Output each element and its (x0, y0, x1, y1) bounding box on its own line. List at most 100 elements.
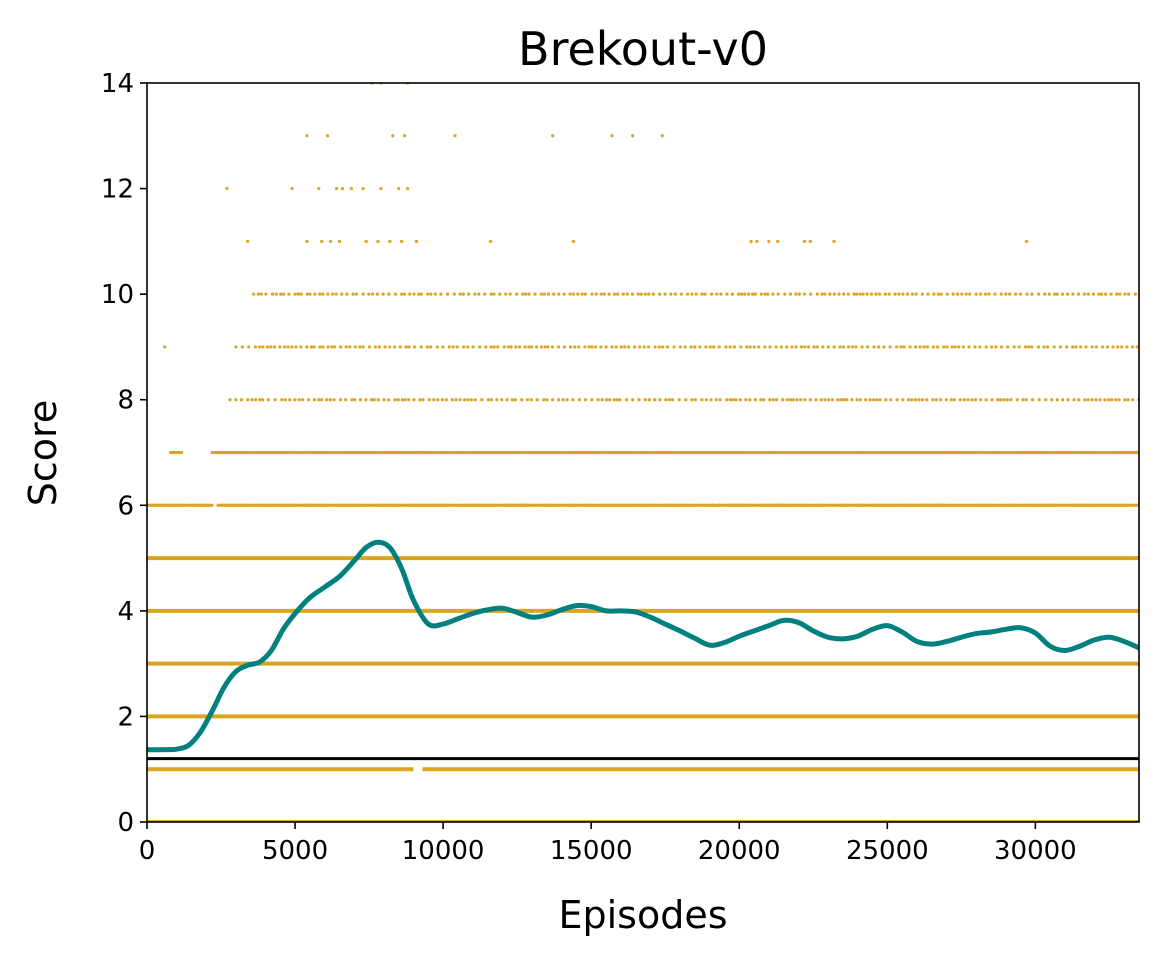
score-point (514, 345, 518, 349)
score-point (376, 239, 380, 243)
score-point (557, 398, 561, 402)
score-point (258, 398, 262, 402)
score-point (369, 398, 374, 402)
score-point (556, 345, 561, 349)
score-point (539, 292, 543, 296)
score-point (984, 345, 988, 349)
score-point (513, 398, 517, 402)
score-point (506, 345, 511, 349)
score-point (850, 345, 855, 349)
score-point (340, 186, 345, 191)
score-point (546, 345, 550, 349)
score-point (647, 398, 651, 402)
score-point (779, 345, 784, 349)
score-point (942, 345, 946, 349)
score-point (755, 239, 759, 243)
score-point (1036, 345, 1041, 349)
score-point (1125, 345, 1129, 349)
score-point (391, 134, 395, 138)
score-point (1005, 398, 1009, 402)
score-point (596, 398, 600, 402)
score-point (619, 345, 623, 349)
score-point (496, 345, 500, 349)
score-point (234, 398, 238, 402)
score-point (951, 292, 955, 296)
score-point (815, 345, 819, 349)
score-point (458, 292, 462, 296)
y-tick-label: 2 (117, 702, 134, 732)
score-point (502, 345, 506, 349)
score-point (1024, 239, 1029, 243)
score-point (287, 292, 291, 296)
score-point (821, 345, 825, 349)
score-point (1004, 292, 1008, 296)
score-point (269, 345, 273, 349)
score-point (545, 398, 549, 402)
score-point (425, 345, 429, 349)
score-point (1079, 345, 1083, 349)
score-point (899, 345, 903, 349)
score-point (852, 292, 856, 296)
score-point (725, 292, 729, 296)
score-point (1109, 292, 1113, 296)
score-point (301, 398, 305, 402)
score-point (771, 292, 775, 296)
score-point (775, 398, 779, 402)
score-point (530, 345, 534, 349)
score-point (776, 292, 780, 296)
score-point (490, 398, 494, 402)
score-point (447, 345, 451, 349)
score-point (455, 345, 459, 349)
score-point (738, 398, 742, 402)
score-point (875, 398, 879, 402)
score-point (387, 292, 391, 296)
score-point (953, 345, 957, 349)
score-point (439, 292, 443, 296)
score-point (333, 345, 337, 349)
score-point (996, 398, 1000, 402)
score-point (1027, 345, 1031, 349)
score-point (608, 398, 612, 402)
score-point (397, 186, 401, 191)
score-point (715, 292, 719, 296)
score-point (1055, 292, 1059, 296)
score-point (1123, 292, 1127, 296)
score-point (914, 292, 918, 296)
score-point (999, 398, 1003, 402)
score-point (280, 398, 284, 402)
score-point (1060, 292, 1065, 296)
score-point (728, 345, 732, 349)
score-point (377, 345, 381, 349)
score-point (939, 398, 943, 402)
score-point (1107, 398, 1111, 402)
score-point (633, 345, 637, 349)
score-point (274, 292, 278, 296)
score-point (871, 398, 876, 402)
score-point (883, 292, 888, 296)
score-point (612, 292, 617, 296)
score-point (266, 398, 270, 402)
score-point (398, 345, 402, 349)
score-point (520, 398, 524, 402)
score-point (694, 292, 698, 296)
score-point (1117, 398, 1121, 402)
score-point (983, 292, 988, 296)
score-point (748, 345, 752, 349)
score-point (624, 398, 629, 402)
x-axis-label: Episodes (558, 893, 727, 937)
score-point (599, 292, 603, 296)
score-point (1058, 345, 1063, 349)
score-point (768, 345, 772, 349)
score-point (225, 186, 229, 191)
score-point (897, 292, 901, 296)
score-point (551, 134, 555, 138)
score-point (974, 398, 978, 402)
score-point (788, 398, 793, 402)
x-tick-label: 0 (139, 836, 156, 866)
score-point (827, 398, 831, 402)
score-point (783, 292, 787, 296)
score-point (488, 239, 493, 243)
score-point (686, 292, 690, 296)
score-point (728, 398, 732, 402)
score-point (814, 398, 818, 402)
